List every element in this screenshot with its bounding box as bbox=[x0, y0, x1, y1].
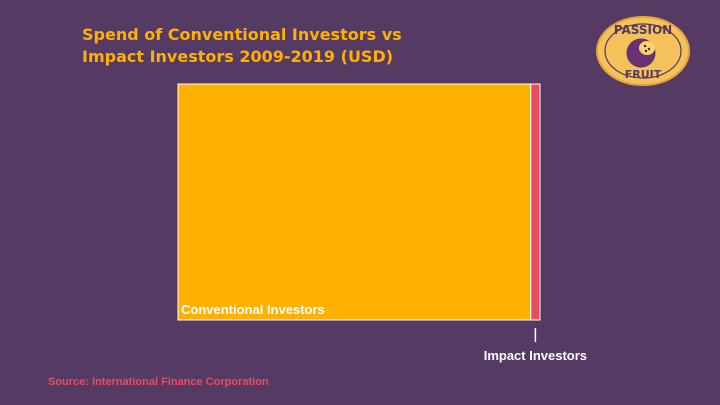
area-block-impact-investors bbox=[530, 83, 541, 321]
chart-title-line-1: Spend of Conventional Investors vs bbox=[82, 25, 402, 44]
logo-text-bottom: FRUIT bbox=[625, 68, 662, 81]
area-block-conventional-investors bbox=[177, 83, 532, 321]
area-label-conventional-investors: Conventional Investors bbox=[181, 302, 325, 317]
chart-title-line-2: Impact Investors 2009-2019 (USD) bbox=[82, 47, 394, 66]
chart-title: Spend of Conventional Investors vs Impac… bbox=[82, 24, 442, 68]
area-label-impact-investors: Impact Investors bbox=[484, 348, 587, 363]
source-note: Source: International Finance Corporatio… bbox=[48, 376, 269, 388]
passion-fruit-logo: PASSION FRUIT bbox=[596, 16, 690, 86]
logo-text-top: PASSION bbox=[614, 23, 672, 37]
